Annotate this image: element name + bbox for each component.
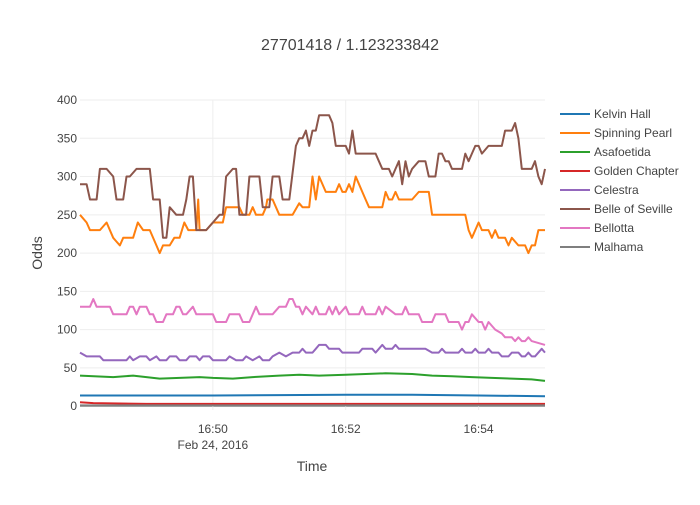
legend-item-celestra[interactable]: Celestra — [560, 183, 639, 197]
y-tick-label: 200 — [57, 246, 77, 260]
legend-label: Asafoetida — [594, 145, 651, 159]
legend-label: Belle of Seville — [594, 202, 673, 216]
y-axis-title: Odds — [29, 236, 45, 269]
legend-label: Bellotta — [594, 221, 634, 235]
series-line-celestra[interactable] — [79, 343, 546, 362]
legend-item-spinning-pearl[interactable]: Spinning Pearl — [560, 126, 672, 140]
series-line-golden-chapter[interactable] — [79, 401, 545, 405]
grid — [80, 99, 545, 410]
y-tick-label: 150 — [57, 284, 77, 298]
legend-item-kelvin-hall[interactable]: Kelvin Hall — [560, 107, 651, 121]
y-tick-label: 300 — [57, 170, 77, 184]
y-tick-label: 400 — [57, 93, 77, 107]
legend-item-malhama[interactable]: Malhama — [560, 240, 644, 254]
y-tick-label: 0 — [70, 399, 77, 413]
series-line-kelvin-hall[interactable] — [80, 393, 546, 398]
series-line-spinning-pearl[interactable] — [79, 175, 545, 255]
x-tick-label: 16:50 — [198, 422, 228, 436]
x-tick-label: 16:52 — [331, 422, 361, 436]
series-line-bellotta[interactable] — [80, 298, 546, 346]
series-lines — [79, 114, 546, 407]
series-line-belle-of-seville[interactable] — [80, 114, 546, 239]
legend-item-bellotta[interactable]: Bellotta — [560, 221, 634, 235]
legend[interactable]: Kelvin Hall Spinning Pearl Asafoetida Golde… — [560, 107, 679, 254]
y-tick-label: 50 — [64, 361, 78, 375]
legend-label: Golden Chapter — [594, 164, 679, 178]
legend-item-golden-chapter[interactable]: Golden Chapter — [560, 164, 679, 178]
legend-item-asafoetida[interactable]: Asafoetida — [560, 145, 651, 159]
chart-title: 27701418 / 1.123233842 — [261, 37, 439, 54]
legend-item-belle-of-seville[interactable]: Belle of Seville — [560, 202, 673, 216]
y-tick-label: 350 — [57, 131, 77, 145]
legend-label: Kelvin Hall — [594, 107, 651, 121]
y-tick-label: 250 — [57, 208, 77, 222]
y-tick-label: 100 — [57, 323, 77, 337]
axes: 0 50 100 150 200 250 300 350 400 16:50 Feb 24, 201… — [57, 93, 494, 452]
legend-label: Spinning Pearl — [594, 126, 672, 140]
x-tick-label: 16:54 — [464, 422, 494, 436]
x-axis-title: Time — [297, 458, 328, 474]
legend-label: Celestra — [594, 183, 639, 197]
x-tick-sublabel: Feb 24, 2016 — [177, 438, 248, 452]
legend-label: Malhama — [594, 240, 644, 254]
series-line-asafoetida[interactable] — [79, 372, 546, 382]
